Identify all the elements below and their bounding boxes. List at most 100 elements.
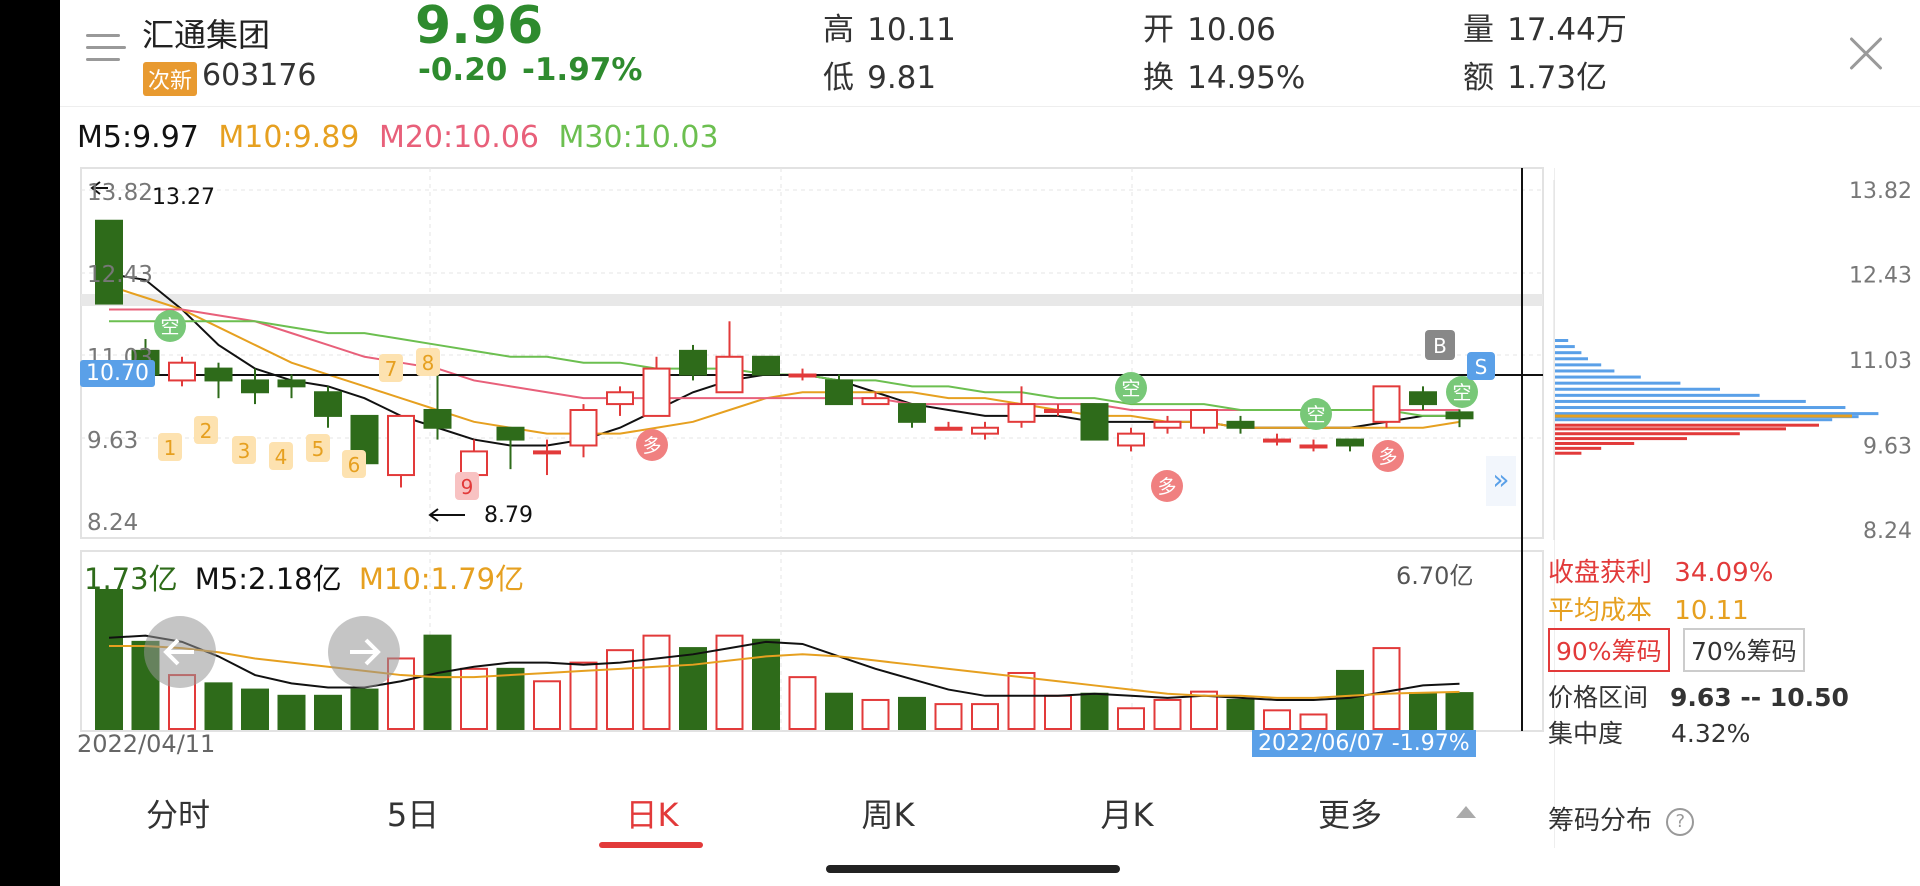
home-indicator[interactable] <box>826 865 1120 873</box>
number-marker <box>455 472 479 500</box>
tab-more[interactable]: 更多 <box>1317 796 1382 834</box>
candle-body <box>569 409 598 447</box>
chip-90-button[interactable]: 90%筹码 <box>1548 628 1670 672</box>
short-signal-label: 空 <box>1452 382 1471 404</box>
volume-bar <box>715 634 744 730</box>
chip-bar <box>1555 412 1879 416</box>
resistance-band <box>81 294 1543 306</box>
chip-axis-label: 12.43 <box>1849 264 1912 289</box>
high-price-mark: 13.27 <box>152 185 215 210</box>
chip-bar <box>1555 363 1602 367</box>
chip-bar <box>1555 423 1819 427</box>
number-marker-label: 2 <box>200 419 213 443</box>
prev-arrow-button[interactable] <box>144 616 216 688</box>
tab-weekly-k[interactable]: 周K <box>861 796 915 834</box>
chip-bar <box>1555 446 1602 450</box>
chip-bar <box>1555 427 1786 431</box>
chip-dist-title: 筹码分布 ? <box>1548 800 1695 837</box>
candle-body <box>715 355 744 394</box>
chip-range-row: 价格区间 9.63 -- 10.50 <box>1548 678 1849 714</box>
short-signal <box>1115 372 1147 404</box>
chip-avg-value: 10.11 <box>1674 596 1749 626</box>
volume-bar <box>1044 694 1072 730</box>
candle-body <box>752 355 780 376</box>
number-marker-label: 9 <box>461 475 474 499</box>
chip-bar <box>1555 441 1635 445</box>
next-arrow-button[interactable] <box>328 616 400 688</box>
short-signal <box>1300 398 1332 430</box>
tab-active-underline <box>599 842 703 848</box>
arrow-left-icon <box>163 638 194 666</box>
chip-bar <box>1555 351 1582 355</box>
chip-axis-label: 13.82 <box>1849 179 1912 204</box>
number-marker-label: 7 <box>385 357 398 381</box>
volume-chart-frame <box>80 550 1544 732</box>
candle-body <box>168 361 196 382</box>
help-icon[interactable]: ? <box>1666 807 1695 836</box>
chip-conc-label: 集中度 <box>1548 719 1624 748</box>
ma5-label: M5:9.97 <box>77 120 199 155</box>
price-axis-label: 13.82 <box>87 180 153 206</box>
candle-body <box>1153 420 1182 429</box>
number-marker <box>342 450 366 478</box>
turnover-stat: 换 14.95% <box>1143 52 1305 97</box>
amount-stat: 额 1.73亿 <box>1463 52 1607 97</box>
chip-bar <box>1555 432 1740 436</box>
tab-monthly-k[interactable]: 月K <box>1100 796 1154 834</box>
candle-body <box>423 409 452 429</box>
high-label: 高 <box>823 12 854 48</box>
volume-max: 6.70亿 <box>1396 562 1474 590</box>
long-signal-label: 多 <box>642 435 661 457</box>
chip-bar <box>1555 393 1760 397</box>
volume-bar <box>1336 669 1364 731</box>
tab-intraday[interactable]: 分时 <box>145 796 210 834</box>
open-stat: 开 10.06 <box>1143 4 1276 49</box>
turnover-label: 换 <box>1143 60 1174 96</box>
chip-range-value: 9.63 -- 10.50 <box>1669 683 1849 712</box>
tab-daily-k[interactable]: 日K <box>625 796 679 834</box>
expand-panel-button[interactable]: » <box>1486 456 1516 506</box>
candle-body <box>606 391 634 406</box>
low-label: 低 <box>823 60 854 96</box>
kline-chart[interactable]: 123 4 567 89空空空空多多多BS13.8212.4311.039.638.2… <box>60 0 1920 886</box>
high-stat: 高 10.11 <box>823 4 956 49</box>
arrow-left-icon <box>428 508 465 522</box>
volume-bar <box>314 694 342 730</box>
number-marker <box>306 434 330 462</box>
chip-profit-label: 收盘获利 <box>1548 558 1653 588</box>
price-change-pct: -1.97% <box>522 52 643 88</box>
volume-ma10: M10:1.79亿 <box>358 562 525 596</box>
volume-bar <box>423 634 452 730</box>
number-marker-label: 8 <box>422 351 435 375</box>
amount-value: 1.73亿 <box>1507 60 1608 96</box>
volume-bar <box>752 638 780 730</box>
volume-bar <box>1263 709 1291 731</box>
chip-conc-value: 4.32% <box>1670 719 1751 748</box>
volume-bar <box>1299 713 1328 730</box>
amount-label: 额 <box>1463 60 1494 96</box>
low-value: 9.81 <box>867 60 937 96</box>
buy-marker <box>1425 330 1455 360</box>
candle-body <box>642 367 671 417</box>
volume-bar <box>1153 698 1182 730</box>
sell-marker <box>1467 352 1495 380</box>
volume-bar <box>788 676 817 731</box>
price-axis-label: 9.63 <box>87 428 138 454</box>
price-change: -0.20 <box>418 52 508 88</box>
tab-5day[interactable]: 5日 <box>386 796 440 834</box>
header-divider <box>60 106 1920 107</box>
chip-70-button[interactable]: 70%筹码 <box>1683 628 1805 672</box>
chip-bar <box>1555 451 1582 455</box>
volume-bar <box>1445 692 1474 730</box>
candle-body <box>496 426 525 441</box>
number-marker <box>158 433 182 461</box>
menu-icon[interactable] <box>86 34 126 64</box>
chip-avg-row: 平均成本 10.11 <box>1548 590 1749 627</box>
volume-bar <box>241 688 269 731</box>
chip-avg-cost-bar <box>1555 414 1852 418</box>
volume-bar <box>569 661 598 730</box>
volume-bar <box>642 634 671 730</box>
caret-up-icon[interactable] <box>1456 806 1476 818</box>
chip-distribution-chart: 13.82 12.43 11.03 9.63 8.24 <box>1553 179 1912 544</box>
chip-profit-value: 34.09% <box>1674 558 1774 588</box>
